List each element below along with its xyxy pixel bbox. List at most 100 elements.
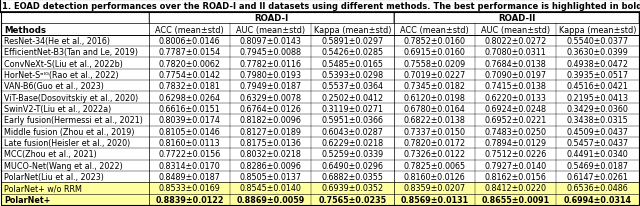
Text: 0.7483±0.0250: 0.7483±0.0250 (484, 127, 547, 136)
Text: 0.6120±0.0198: 0.6120±0.0198 (404, 93, 465, 102)
Text: 0.8314±0.0170: 0.8314±0.0170 (159, 161, 221, 170)
Text: Early fusion(Hermessi et al., 2021): Early fusion(Hermessi et al., 2021) (4, 116, 143, 125)
Text: AUC (mean±std): AUC (mean±std) (236, 25, 305, 34)
Text: 0.6490±0.0296: 0.6490±0.0296 (321, 161, 383, 170)
Text: 0.3438±0.0315: 0.3438±0.0315 (566, 116, 628, 125)
Bar (1, 35, 639, 47)
Text: 0.5259±0.0339: 0.5259±0.0339 (321, 150, 383, 159)
Text: 0.4516±0.0421: 0.4516±0.0421 (566, 82, 628, 91)
Text: 0.8160±0.0126: 0.8160±0.0126 (404, 172, 465, 181)
Text: ACC (mean±std): ACC (mean±std) (400, 25, 469, 34)
Text: 0.4509±0.0437: 0.4509±0.0437 (566, 127, 628, 136)
Text: 0.8533±0.0169: 0.8533±0.0169 (159, 184, 221, 193)
Text: ConvNeXt-S(Liu et al., 2022b): ConvNeXt-S(Liu et al., 2022b) (4, 59, 123, 68)
Bar (1, 137, 639, 149)
Text: 0.5537±0.0364: 0.5537±0.0364 (321, 82, 383, 91)
Bar (1, 126, 639, 137)
Text: 0.8569±0.0131: 0.8569±0.0131 (401, 195, 468, 204)
Text: 0.8545±0.0140: 0.8545±0.0140 (239, 184, 301, 193)
Text: 0.7825±0.0065: 0.7825±0.0065 (403, 161, 466, 170)
Text: 0.6915±0.0160: 0.6915±0.0160 (404, 48, 465, 57)
Text: 0.4938±0.0472: 0.4938±0.0472 (566, 59, 628, 68)
Text: 0.6329±0.0078: 0.6329±0.0078 (239, 93, 301, 102)
Bar (1, 81, 639, 92)
Text: 0.7927±0.0140: 0.7927±0.0140 (484, 161, 547, 170)
Text: 0.6952±0.0221: 0.6952±0.0221 (484, 116, 547, 125)
Text: PolarNet+ w/o RRM: PolarNet+ w/o RRM (4, 184, 82, 193)
Text: 0.6994±0.0314: 0.6994±0.0314 (563, 195, 631, 204)
Text: 0.6822±0.0138: 0.6822±0.0138 (404, 116, 465, 125)
Text: Late fusion(Heisler et al., 2020): Late fusion(Heisler et al., 2020) (4, 138, 131, 147)
Text: 0.8022±0.0272: 0.8022±0.0272 (484, 37, 547, 46)
Bar (1, 24, 639, 35)
Text: ACC (mean±std): ACC (mean±std) (156, 25, 224, 34)
Text: Methods: Methods (4, 25, 46, 34)
Text: 0.7090±0.0197: 0.7090±0.0197 (484, 71, 547, 80)
Text: 0.6616±0.0151: 0.6616±0.0151 (159, 104, 221, 114)
Bar (394, 13, 639, 24)
Text: 0.6147±0.0261: 0.6147±0.0261 (566, 172, 628, 181)
Text: 0.7852±0.0160: 0.7852±0.0160 (404, 37, 465, 46)
Text: 0.7326±0.0122: 0.7326±0.0122 (403, 150, 466, 159)
Bar (1, 160, 639, 171)
Text: 0.6924±0.0248: 0.6924±0.0248 (484, 104, 547, 114)
Text: 0.7782±0.0116: 0.7782±0.0116 (239, 59, 301, 68)
Text: 0.7949±0.0187: 0.7949±0.0187 (239, 82, 301, 91)
Text: 0.5393±0.0298: 0.5393±0.0298 (321, 71, 383, 80)
Text: 0.7512±0.0226: 0.7512±0.0226 (484, 150, 547, 159)
Text: 0.7558±0.0209: 0.7558±0.0209 (403, 59, 466, 68)
Text: MCC(Zhou et al., 2021): MCC(Zhou et al., 2021) (4, 150, 97, 159)
Text: 0.8655±0.0091: 0.8655±0.0091 (481, 195, 549, 204)
Text: PolarNet+: PolarNet+ (4, 195, 51, 204)
Text: 0.3630±0.0399: 0.3630±0.0399 (566, 48, 628, 57)
Text: 0.8412±0.0220: 0.8412±0.0220 (484, 184, 547, 193)
Text: 0.7684±0.0138: 0.7684±0.0138 (484, 59, 546, 68)
Text: 0.8489±0.0187: 0.8489±0.0187 (159, 172, 221, 181)
Text: 0.8097±0.0143: 0.8097±0.0143 (239, 37, 301, 46)
Bar (1, 115, 639, 126)
Bar (1, 58, 639, 69)
Bar (1, 149, 639, 160)
Text: 0.7415±0.0138: 0.7415±0.0138 (484, 82, 547, 91)
Text: 0.7894±0.0129: 0.7894±0.0129 (484, 138, 547, 147)
Text: 0.2195±0.0413: 0.2195±0.0413 (566, 93, 628, 102)
Text: VAN-B6(Guo et al., 2023): VAN-B6(Guo et al., 2023) (4, 82, 104, 91)
Text: 0.8359±0.0207: 0.8359±0.0207 (403, 184, 466, 193)
Text: 0.6764±0.0126: 0.6764±0.0126 (239, 104, 301, 114)
Text: 0.7754±0.0142: 0.7754±0.0142 (159, 71, 221, 80)
Text: 0.7080±0.0311: 0.7080±0.0311 (484, 48, 546, 57)
Text: Table 1. EOAD detection performances over the ROAD-I and II datasets using diffe: Table 1. EOAD detection performances ove… (0, 2, 640, 11)
Bar (149, 13, 394, 24)
Text: MUCO-Net(Wang et al., 2022): MUCO-Net(Wang et al., 2022) (4, 161, 123, 170)
Text: 0.6939±0.0352: 0.6939±0.0352 (321, 184, 383, 193)
Text: 0.4491±0.0340: 0.4491±0.0340 (566, 150, 628, 159)
Text: 0.6220±0.0133: 0.6220±0.0133 (484, 93, 547, 102)
Text: 0.8127±0.0189: 0.8127±0.0189 (239, 127, 301, 136)
Text: 0.5891±0.0297: 0.5891±0.0297 (321, 37, 383, 46)
Text: 0.6780±0.0164: 0.6780±0.0164 (404, 104, 465, 114)
Text: 0.8162±0.0156: 0.8162±0.0156 (484, 172, 547, 181)
Text: 0.8039±0.0174: 0.8039±0.0174 (159, 116, 221, 125)
Text: ViT-Base(Dosovitskiy et al., 2020): ViT-Base(Dosovitskiy et al., 2020) (4, 93, 138, 102)
Text: 0.3119±0.0271: 0.3119±0.0271 (321, 104, 383, 114)
Text: 0.2502±0.0412: 0.2502±0.0412 (321, 93, 383, 102)
Text: 0.8505±0.0137: 0.8505±0.0137 (239, 172, 301, 181)
Text: ResNet-34(He et al., 2016): ResNet-34(He et al., 2016) (4, 37, 110, 46)
Text: 0.5426±0.0285: 0.5426±0.0285 (321, 48, 383, 57)
Text: ROAD-II: ROAD-II (498, 14, 535, 23)
Bar (1, 103, 639, 115)
Text: 0.7980±0.0193: 0.7980±0.0193 (239, 71, 301, 80)
Text: 0.7345±0.0182: 0.7345±0.0182 (404, 82, 465, 91)
Text: ROAD-I: ROAD-I (255, 14, 289, 23)
Text: 0.7787±0.0154: 0.7787±0.0154 (159, 48, 221, 57)
Text: 0.6043±0.0287: 0.6043±0.0287 (322, 127, 383, 136)
Text: EfficientNet-B3(Tan and Le, 2019): EfficientNet-B3(Tan and Le, 2019) (4, 48, 138, 57)
Text: 0.7820±0.0172: 0.7820±0.0172 (403, 138, 466, 147)
Text: 0.8182±0.0096: 0.8182±0.0096 (239, 116, 301, 125)
Text: Middle fusion (Zhou et al., 2019): Middle fusion (Zhou et al., 2019) (4, 127, 134, 136)
Text: 0.3935±0.0517: 0.3935±0.0517 (566, 71, 628, 80)
Text: 0.6229±0.0218: 0.6229±0.0218 (321, 138, 383, 147)
Text: 0.8175±0.0136: 0.8175±0.0136 (239, 138, 301, 147)
Bar (1, 47, 639, 58)
Text: 0.7945±0.0088: 0.7945±0.0088 (239, 48, 301, 57)
